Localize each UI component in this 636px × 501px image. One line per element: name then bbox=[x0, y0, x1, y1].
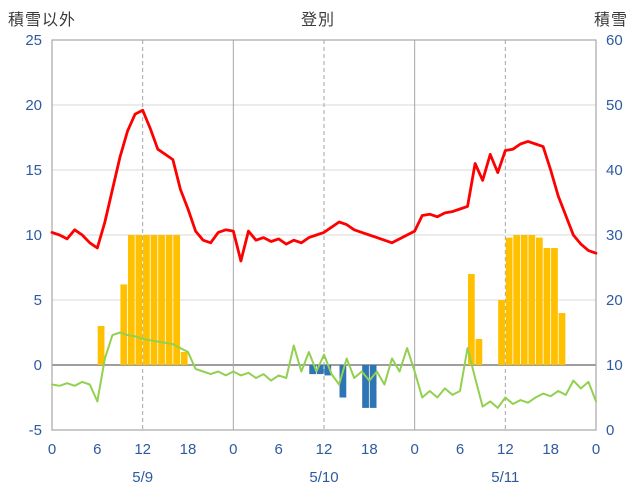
hour-tick: 6 bbox=[274, 441, 282, 458]
blue-bars bbox=[362, 365, 369, 408]
right-axis-tick: 10 bbox=[606, 357, 623, 374]
right-axis-tick: 0 bbox=[606, 422, 614, 439]
hour-tick: 18 bbox=[180, 441, 197, 458]
plot-border bbox=[51, 39, 597, 431]
left-axis-tick: 20 bbox=[25, 97, 42, 114]
right-axis-tick: 20 bbox=[606, 292, 623, 309]
left-axis-tick: -5 bbox=[29, 422, 42, 439]
day-label: 5/10 bbox=[309, 469, 338, 486]
orange-bars bbox=[120, 284, 128, 365]
orange-bars bbox=[528, 235, 536, 365]
orange-bars bbox=[165, 235, 173, 365]
orange-bars bbox=[180, 352, 188, 365]
hour-tick: 18 bbox=[542, 441, 559, 458]
orange-bars bbox=[173, 235, 181, 365]
blue-bars bbox=[316, 365, 324, 375]
right-axis-tick: 40 bbox=[606, 162, 623, 179]
right-axis-tick: 60 bbox=[606, 32, 623, 49]
left-axis-tick: 10 bbox=[25, 227, 42, 244]
blue-bars bbox=[369, 365, 377, 408]
hour-tick: 12 bbox=[316, 441, 333, 458]
left-axis-title: 積雪以外 bbox=[8, 12, 77, 29]
right-axis-tick: 50 bbox=[606, 97, 623, 114]
blue-bars bbox=[324, 365, 332, 376]
orange-bars bbox=[535, 237, 543, 365]
red-line bbox=[50, 108, 598, 263]
hour-tick: 0 bbox=[48, 441, 56, 458]
orange-bars bbox=[150, 235, 158, 365]
orange-bars bbox=[558, 313, 566, 365]
orange-bars bbox=[127, 235, 135, 365]
orange-bars bbox=[97, 326, 105, 365]
hour-tick: 6 bbox=[456, 441, 464, 458]
hour-tick: 6 bbox=[93, 441, 101, 458]
left-axis-tick: 5 bbox=[34, 292, 42, 309]
orange-bars bbox=[543, 248, 551, 365]
orange-bars bbox=[513, 235, 521, 365]
blue-bars bbox=[339, 365, 347, 398]
day-label: 5/11 bbox=[491, 469, 519, 486]
orange-bars bbox=[158, 235, 165, 365]
orange-bars bbox=[467, 274, 475, 365]
hour-tick: 12 bbox=[497, 441, 514, 458]
hour-tick: 0 bbox=[592, 441, 600, 458]
orange-bars bbox=[135, 235, 143, 365]
hour-tick: 12 bbox=[134, 441, 151, 458]
orange-bars bbox=[551, 248, 558, 365]
chart-title: 登別 bbox=[300, 12, 335, 29]
orange-bars bbox=[475, 339, 483, 365]
orange-bars bbox=[143, 235, 150, 365]
orange-bars bbox=[498, 300, 505, 365]
hour-tick: 0 bbox=[410, 441, 418, 458]
chart-header: 積雪以外 登別 積雪 bbox=[0, 0, 636, 30]
right-axis-title: 積雪 bbox=[593, 12, 628, 29]
day-label: 5/9 bbox=[132, 469, 153, 486]
green-line bbox=[51, 331, 597, 409]
hour-tick: 0 bbox=[229, 441, 237, 458]
left-axis-tick: 0 bbox=[34, 357, 42, 374]
orange-bars bbox=[520, 235, 528, 365]
orange-bars bbox=[505, 237, 513, 365]
right-axis-tick: 30 bbox=[606, 227, 623, 244]
blue-bars bbox=[309, 365, 317, 375]
left-axis-tick: 15 bbox=[25, 162, 42, 179]
hour-tick: 18 bbox=[361, 441, 378, 458]
left-axis-tick: 25 bbox=[25, 32, 42, 49]
